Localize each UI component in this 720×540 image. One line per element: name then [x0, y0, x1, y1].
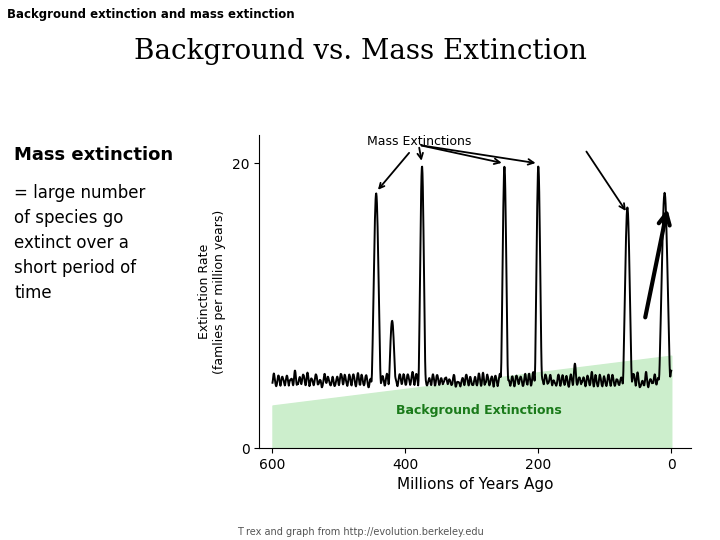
Text: Mass extinction: Mass extinction — [14, 146, 174, 164]
Text: Background extinction and mass extinction: Background extinction and mass extinctio… — [7, 8, 294, 21]
Text: T rex and graph from http://evolution.berkeley.edu: T rex and graph from http://evolution.be… — [237, 527, 483, 537]
X-axis label: Millions of Years Ago: Millions of Years Ago — [397, 477, 554, 492]
Y-axis label: Extinction Rate
(famlies per million years): Extinction Rate (famlies per million yea… — [199, 210, 226, 374]
Text: Background Extinctions: Background Extinctions — [396, 404, 562, 417]
Text: Mass Extinctions: Mass Extinctions — [366, 135, 471, 188]
Text: = large number
of species go
extinct over a
short period of
time: = large number of species go extinct ove… — [14, 184, 145, 302]
Text: Background vs. Mass Extinction: Background vs. Mass Extinction — [134, 38, 586, 65]
